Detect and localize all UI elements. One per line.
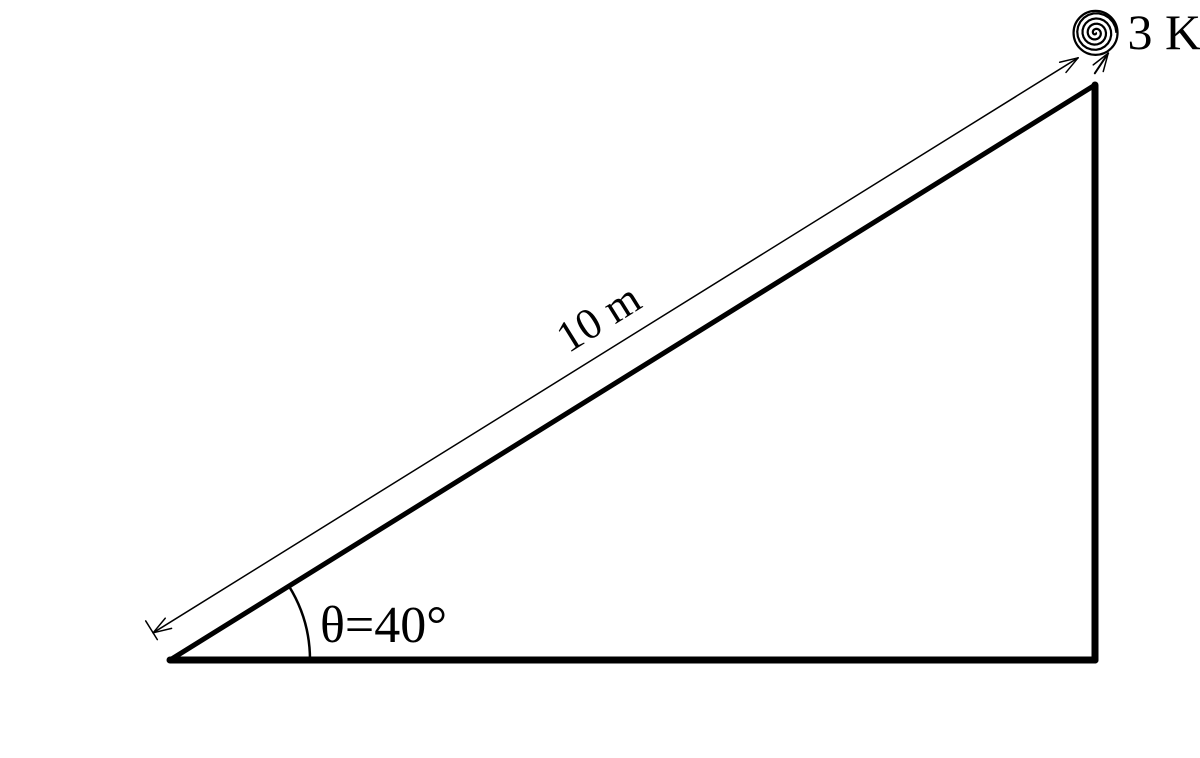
mass-label: 3 Kg <box>1128 4 1200 60</box>
incline-svg: 10 m θ=40° 3 Kg <box>0 0 1200 758</box>
angle-arc <box>289 586 310 660</box>
angle-label: θ=40° <box>320 597 447 654</box>
hypotenuse-length-label: 10 m <box>548 273 650 362</box>
mass-scribble <box>1077 13 1116 49</box>
diagram-stage: 10 m θ=40° 3 Kg <box>0 0 1200 758</box>
